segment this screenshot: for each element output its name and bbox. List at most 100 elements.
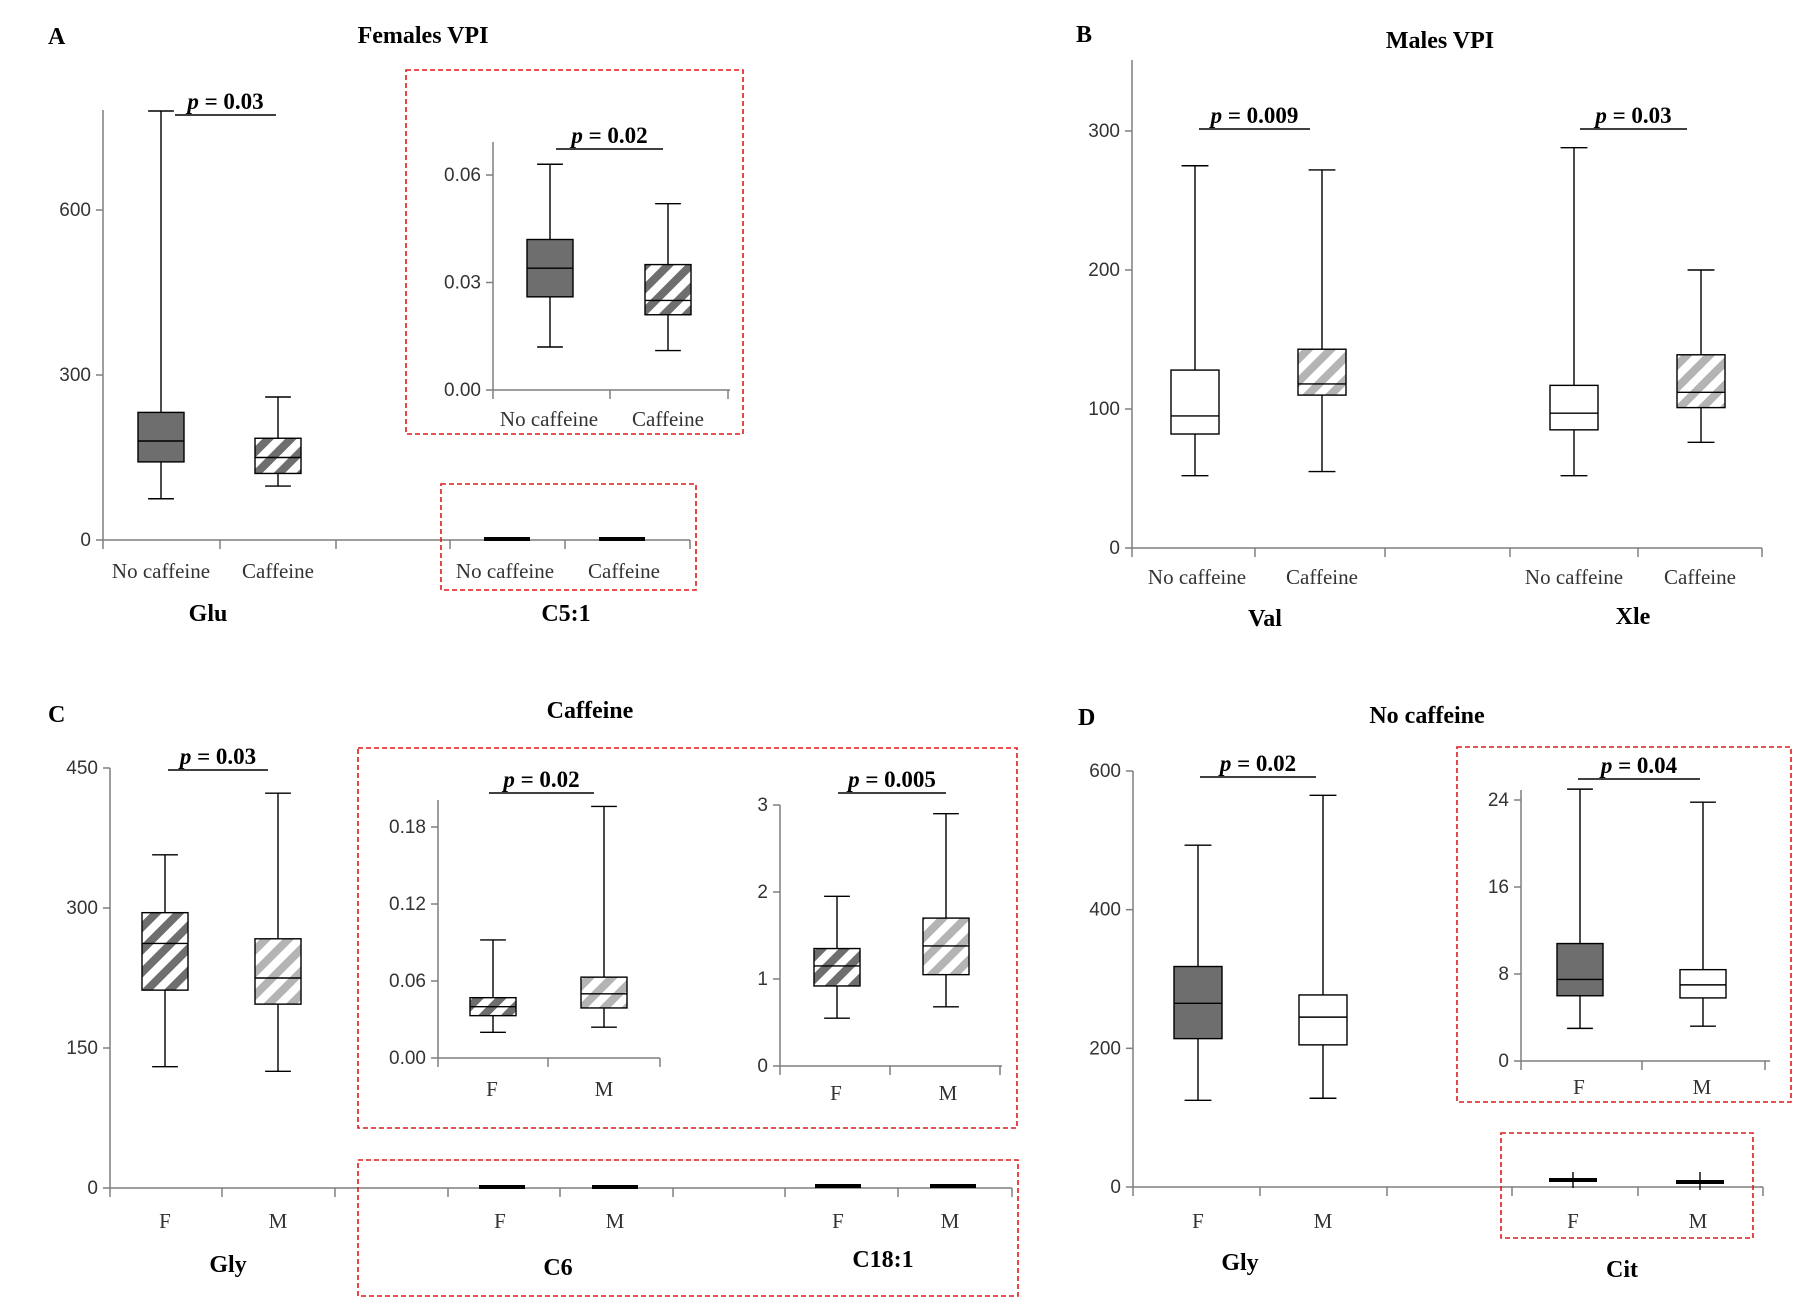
inset-frame-cit	[1456, 746, 1792, 1103]
iqr-box	[813, 947, 861, 987]
y-tick-label: 0	[80, 530, 91, 551]
box-val-no-caffeine	[1170, 165, 1220, 477]
box-c181-m-flat	[930, 1184, 976, 1188]
box-gly-f	[1173, 844, 1223, 1102]
p-value-label: p = 0.009	[1209, 103, 1299, 128]
y-tick-label: 0.06	[389, 971, 426, 992]
inset-box-c51-caffeine	[644, 202, 692, 352]
group-label: Gly	[1221, 1250, 1258, 1276]
category-label: F	[486, 1077, 498, 1101]
y-tick-label: 450	[66, 758, 98, 779]
group-label: Val	[1248, 606, 1282, 632]
category-label: M	[595, 1077, 614, 1101]
y-tick-label: 300	[59, 365, 91, 386]
category-label: F	[832, 1209, 844, 1233]
y-tick-label: 3	[757, 795, 768, 816]
group-label: C5:1	[541, 601, 590, 627]
y-tick-label: 16	[1488, 877, 1509, 898]
panel-letter-B: B	[1076, 22, 1092, 48]
y-tick-label: 0.12	[389, 894, 426, 915]
y-tick-label: 0.18	[389, 817, 426, 838]
category-label: No caffeine	[456, 559, 554, 583]
category-label: No caffeine	[1525, 565, 1623, 589]
group-label: C18:1	[852, 1247, 913, 1273]
category-label: Caffeine	[1664, 565, 1736, 589]
iqr-box	[254, 938, 302, 1005]
panel-letter-C: C	[48, 702, 65, 728]
y-tick-label: 200	[1089, 1038, 1121, 1059]
y-tick-label: 0	[1498, 1051, 1509, 1072]
category-label: Caffeine	[1286, 565, 1358, 589]
iqr-box	[141, 911, 189, 991]
category-label: F	[1567, 1209, 1579, 1233]
group-label: Xle	[1616, 604, 1651, 630]
inset-box-c181-m	[922, 813, 970, 1008]
inset-box-c51-no-caffeine	[526, 163, 574, 348]
box-c51-no-caffeine-flat	[484, 537, 530, 541]
category-label: No caffeine	[112, 559, 210, 583]
category-label: M	[939, 1081, 958, 1105]
y-tick-label: 0	[1110, 1177, 1121, 1198]
panel-title: Females VPI	[358, 23, 489, 49]
box-xle-caffeine	[1676, 269, 1726, 444]
category-label: F	[494, 1209, 506, 1233]
panel-title: Males VPI	[1386, 28, 1494, 54]
iqr-box	[1297, 348, 1347, 396]
p-value-label: p = 0.03	[185, 89, 263, 114]
inset-frame-c	[357, 747, 1018, 1129]
y-tick-label: 2	[757, 882, 768, 903]
y-tick-label: 8	[1498, 964, 1509, 985]
iqr-box	[1676, 354, 1726, 409]
category-label: F	[1192, 1209, 1204, 1233]
y-tick-label: 400	[1089, 900, 1121, 921]
inset-box-c181-f	[813, 895, 861, 1019]
box-gly-m	[254, 792, 302, 1073]
box-glu-caffeine	[254, 396, 302, 487]
y-tick-label: 0	[87, 1178, 98, 1199]
category-label: Caffeine	[632, 407, 704, 431]
y-tick-label: 1	[757, 969, 768, 990]
y-tick-label: 0.03	[444, 273, 481, 294]
box-glu-no-caffeine	[137, 110, 185, 500]
iqr-box	[644, 263, 692, 316]
y-tick-label: 300	[66, 898, 98, 919]
p-value-label: p = 0.02	[501, 767, 579, 792]
p-value-label: p = 0.005	[846, 767, 936, 792]
iqr-box	[1556, 942, 1604, 997]
panel-title: Caffeine	[547, 698, 634, 724]
y-tick-label: 600	[1089, 761, 1121, 782]
inset-box-cit-m	[1679, 801, 1727, 1027]
inset-box-c6-m	[580, 805, 628, 1028]
highlight-c51-axis	[440, 483, 697, 591]
category-label: M	[941, 1209, 960, 1233]
y-tick-label: 0	[1109, 538, 1120, 559]
iqr-box	[580, 976, 628, 1009]
y-tick-label: 100	[1088, 399, 1120, 420]
y-tick-label: 0.06	[444, 165, 481, 186]
inset-frame-c51	[405, 69, 744, 435]
iqr-box	[1679, 968, 1727, 999]
y-tick-label: 0.00	[389, 1048, 426, 1069]
category-label: No caffeine	[1148, 565, 1246, 589]
box-val-caffeine	[1297, 169, 1347, 473]
category-label: M	[1314, 1209, 1333, 1233]
category-label: Caffeine	[588, 559, 660, 583]
panel-letter-D: D	[1078, 705, 1095, 731]
group-label: C6	[543, 1255, 572, 1281]
y-tick-label: 0	[757, 1056, 768, 1077]
y-tick-label: 150	[66, 1038, 98, 1059]
y-tick-label: 24	[1488, 790, 1510, 811]
box-c181-f-flat	[815, 1184, 861, 1188]
group-label: Gly	[209, 1252, 246, 1278]
highlight-cit-axis	[1500, 1132, 1754, 1239]
iqr-box	[1170, 369, 1220, 435]
box-xle-no-caffeine	[1549, 146, 1599, 477]
y-tick-label: 300	[1088, 121, 1120, 142]
panel-letter-A: A	[48, 24, 66, 50]
iqr-box	[254, 437, 302, 475]
p-value-label: p = 0.02	[569, 123, 647, 148]
iqr-box	[137, 411, 185, 463]
group-label: Cit	[1606, 1257, 1638, 1283]
highlight-c-axis	[357, 1159, 1019, 1297]
